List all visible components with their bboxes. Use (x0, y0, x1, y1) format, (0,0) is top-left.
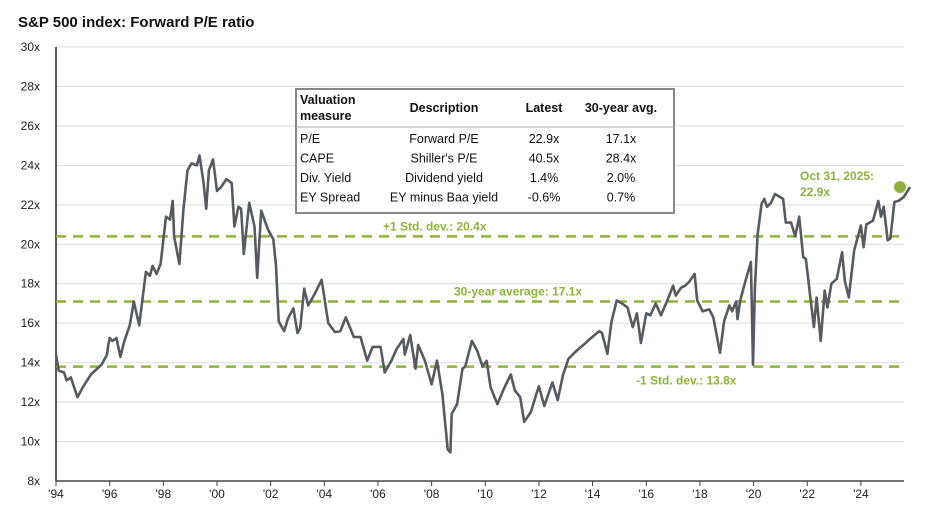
table-cell: EY minus Baa yield (390, 191, 498, 205)
reference-line-label: -1 Std. dev.: 13.8x (636, 374, 737, 388)
x-tick-label: '04 (316, 487, 332, 501)
latest-point-marker (894, 181, 906, 194)
y-axis: 8x 10x 12x 14x 16x 18x 20x 22x 24x 26x 28x 30x (21, 40, 57, 488)
x-tick-label: '98 (155, 487, 171, 501)
y-tick-label: 26x (21, 119, 40, 133)
series-layer (54, 154, 912, 454)
table-row: P/E Forward P/E 22.9x 17.1x (300, 132, 637, 146)
table-cell: 28.4x (606, 152, 637, 166)
table-cell: 1.4% (530, 171, 559, 185)
x-tick-label: '94 (48, 487, 64, 501)
x-tick-label: '18 (692, 487, 708, 501)
table-border (295, 88, 675, 214)
table-cell: P/E (300, 132, 320, 146)
y-tick-label: 24x (21, 158, 40, 172)
table-row: EY Spread EY minus Baa yield -0.6% 0.7% (300, 191, 635, 205)
forward-pe-line (54, 154, 912, 454)
valuation-table: Valuation measure Description Latest 30-… (295, 88, 675, 214)
table-header-description: Description (410, 101, 479, 115)
table-cell: Dividend yield (405, 171, 483, 185)
table-header-measure-1: Valuation (300, 93, 356, 107)
y-tick-label: 16x (21, 316, 40, 330)
table-header-latest: Latest (526, 101, 564, 115)
x-tick-label: '10 (477, 487, 493, 501)
table-cell: CAPE (300, 152, 334, 166)
reference-lines: +1 Std. dev.: 20.4x 30-year average: 17.1… (56, 219, 904, 388)
annotation-value: 22.9x (800, 185, 830, 199)
y-tick-label: 10x (21, 435, 40, 449)
table-cell: 17.1x (606, 132, 637, 146)
table-cell: 2.0% (607, 171, 636, 185)
x-tick-label: '20 (746, 487, 762, 501)
x-tick-label: '06 (370, 487, 386, 501)
x-tick-label: '24 (853, 487, 869, 501)
x-tick-label: '16 (638, 487, 654, 501)
table-cell: 0.7% (607, 191, 636, 205)
y-tick-label: 18x (21, 277, 40, 291)
x-tick-label: '96 (102, 487, 118, 501)
table-cell: Forward P/E (409, 132, 478, 146)
reference-line-label: +1 Std. dev.: 20.4x (383, 219, 487, 233)
y-tick-label: 8x (27, 474, 40, 488)
table-cell: EY Spread (300, 191, 360, 205)
y-tick-label: 30x (21, 40, 40, 54)
table-cell: 40.5x (529, 152, 560, 166)
table-header-measure-2: measure (300, 109, 351, 123)
table-cell: -0.6% (528, 191, 561, 205)
chart-title: S&P 500 index: Forward P/E ratio (18, 14, 254, 31)
x-tick-label: '22 (799, 487, 815, 501)
table-cell: Shiller's P/E (411, 152, 478, 166)
x-tick-label: '12 (531, 487, 547, 501)
annotation-date: Oct 31, 2025: (800, 169, 874, 183)
latest-annotation: Oct 31, 2025: 22.9x (800, 169, 874, 199)
y-tick-label: 28x (21, 79, 40, 93)
x-tick-label: '02 (263, 487, 279, 501)
x-axis: '94 '96 '98 '00 '02 '04 '06 '08 '10 '12 '14 '16 '18 '… (48, 480, 904, 501)
table-body: P/E Forward P/E 22.9x 17.1x CAPE Shiller's P/… (300, 132, 637, 205)
table-cell: 22.9x (529, 132, 560, 146)
table-cell: Div. Yield (300, 171, 351, 185)
y-tick-label: 12x (21, 395, 40, 409)
y-tick-label: 14x (21, 356, 40, 370)
x-tick-label: '00 (209, 487, 225, 501)
reference-line-label: 30-year average: 17.1x (454, 284, 582, 298)
y-tick-label: 20x (21, 237, 40, 251)
table-row: Div. Yield Dividend yield 1.4% 2.0% (300, 171, 635, 185)
table-header-avg: 30-year avg. (585, 101, 657, 115)
x-tick-label: '08 (424, 487, 440, 501)
y-tick-label: 22x (21, 198, 40, 212)
table-row: CAPE Shiller's P/E 40.5x 28.4x (300, 152, 637, 166)
x-tick-label: '14 (585, 487, 601, 501)
